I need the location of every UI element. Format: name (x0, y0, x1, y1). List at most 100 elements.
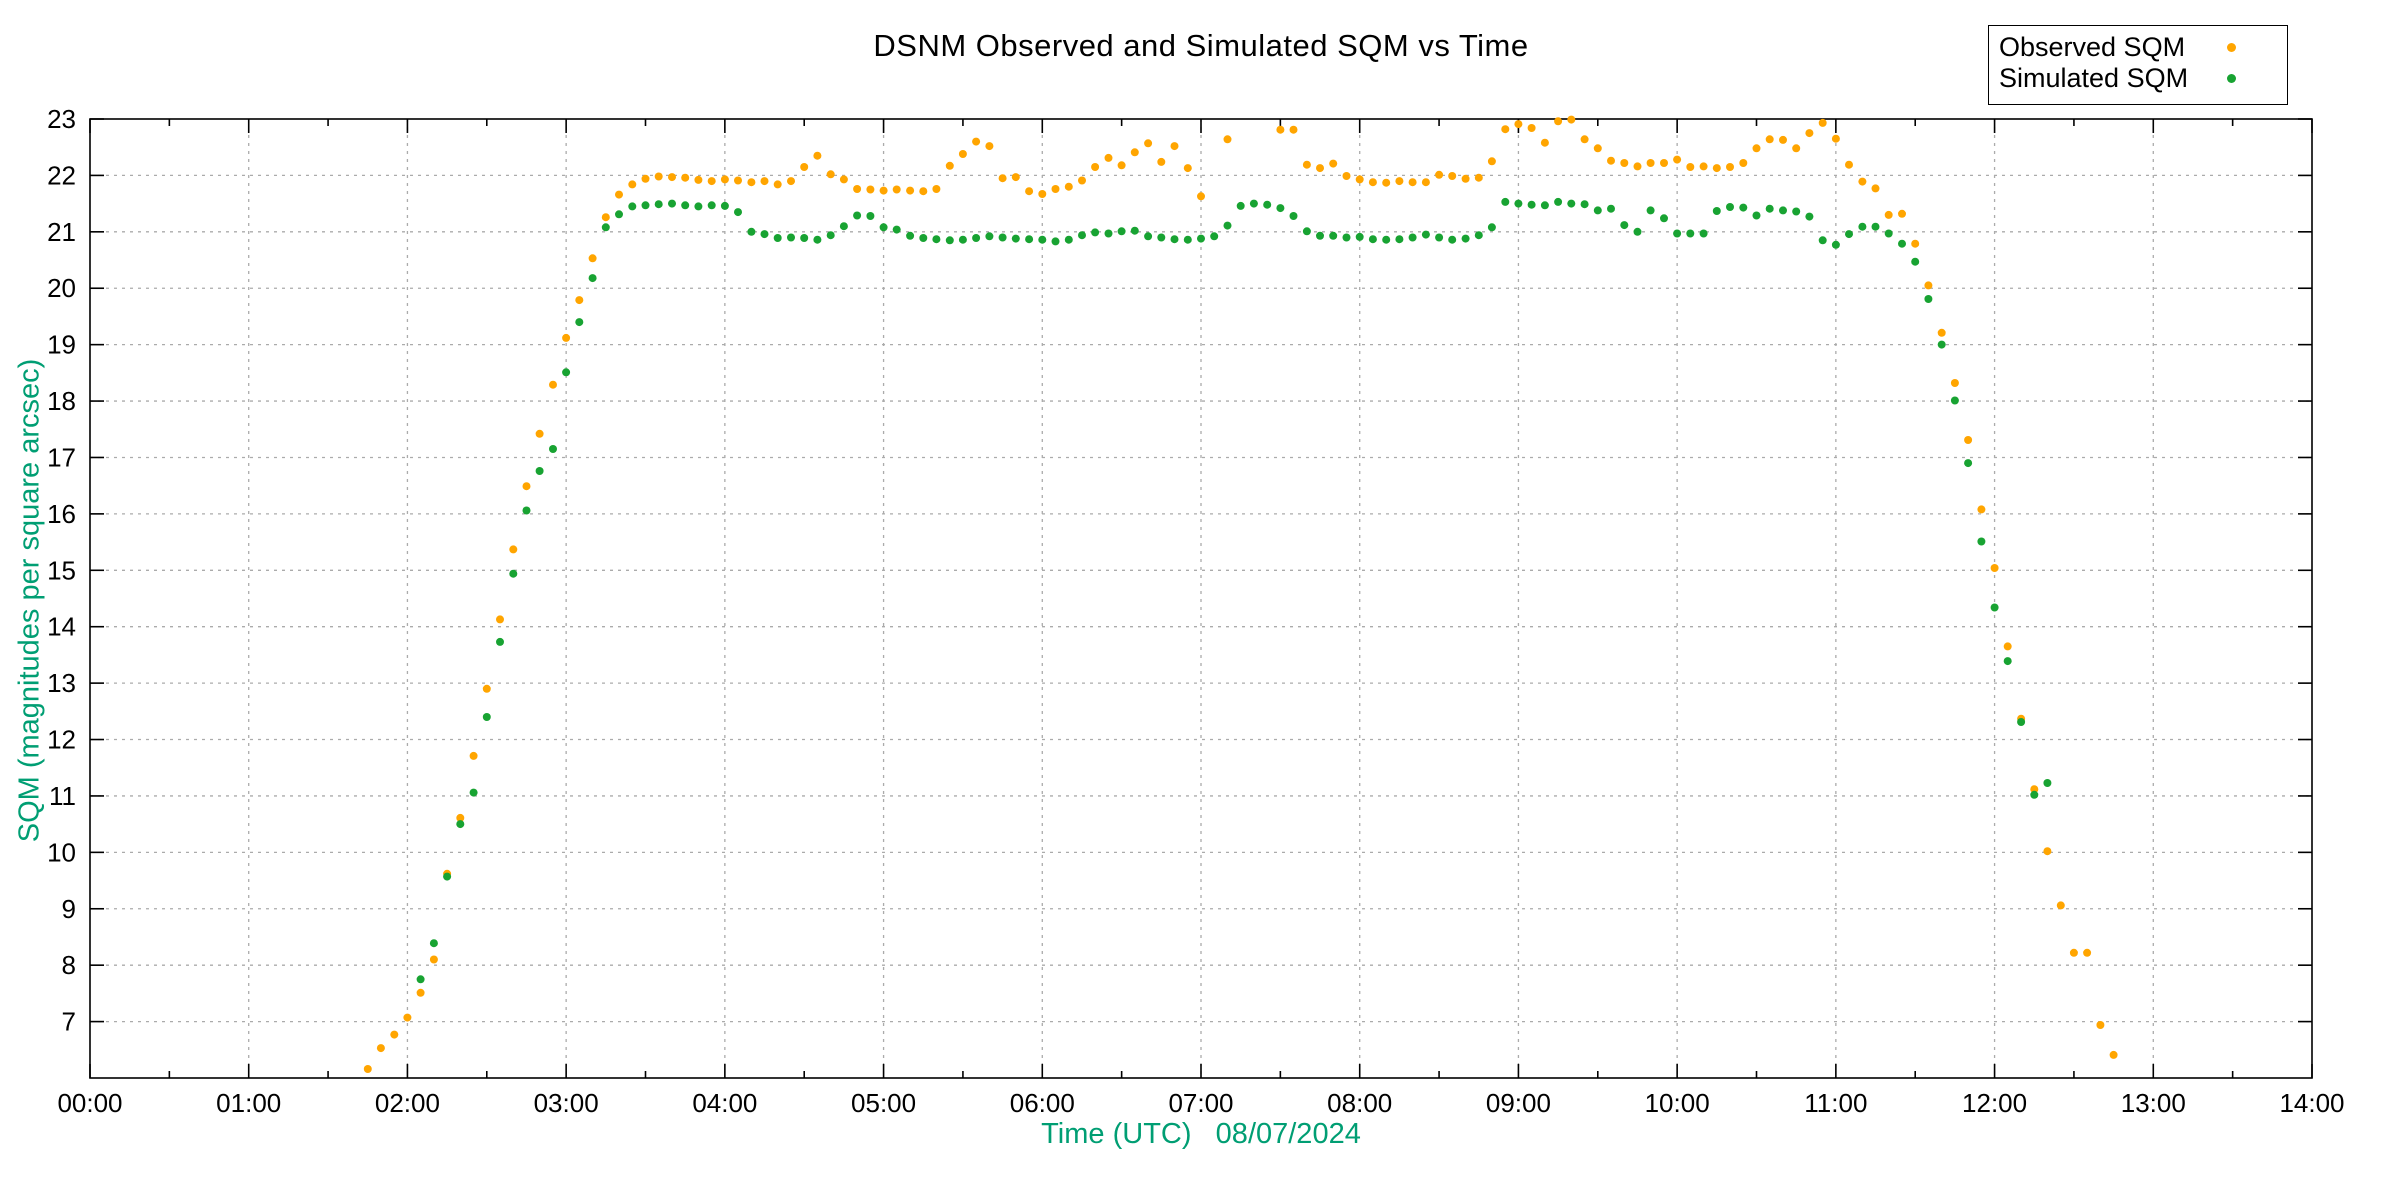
y-tick-label: 11 (49, 781, 76, 811)
observed-point (800, 163, 809, 171)
simulated-point (1130, 226, 1139, 235)
observed-point (535, 429, 544, 438)
observed-point (1884, 210, 1893, 219)
simulated-point (1223, 221, 1232, 230)
observed-point (1858, 177, 1867, 186)
observed-point (496, 615, 504, 624)
y-tick-label: 21 (47, 217, 76, 247)
simulated-point (1408, 233, 1417, 242)
observed-point (720, 175, 729, 184)
simulated-point (1792, 207, 1801, 216)
simulated-point (1540, 201, 1549, 210)
y-tick-label: 7 (62, 1007, 76, 1037)
observed-point (1302, 160, 1311, 169)
simulated-point (1884, 229, 1893, 238)
observed-point (456, 813, 465, 822)
simulated-point (1011, 234, 1020, 243)
observed-point (1924, 281, 1933, 290)
observed-point (1845, 160, 1853, 169)
simulated-point (1144, 232, 1153, 241)
simulated-point (549, 445, 557, 453)
observed-point (1593, 144, 1602, 153)
simulated-point (1210, 232, 1219, 241)
observed-point (1540, 138, 1549, 147)
simulated-point (1673, 229, 1682, 238)
x-tick-label: 14:00 (2279, 1088, 2344, 1118)
simulated-point (1448, 235, 1457, 244)
simulated-point (998, 233, 1007, 242)
simulated-point (1924, 295, 1933, 303)
simulated-point (1104, 229, 1113, 238)
observed-point (694, 175, 703, 184)
simulated-point (575, 318, 584, 327)
observed-point (1448, 172, 1457, 180)
observed-point (760, 177, 769, 186)
simulated-point (1355, 232, 1364, 241)
x-tick-label: 11:00 (1804, 1088, 1867, 1118)
observed-point (1871, 184, 1880, 193)
simulated-point (509, 569, 518, 578)
simulated-point (1025, 235, 1034, 244)
simulated-point (1091, 228, 1100, 237)
y-tick-label: 12 (47, 725, 76, 755)
simulated-point (1818, 236, 1827, 245)
observed-point (747, 178, 756, 187)
observed-point (1289, 125, 1298, 134)
simulated-point (972, 234, 981, 242)
y-tick-label: 10 (47, 837, 76, 867)
observed-point (958, 150, 967, 158)
observed-point (562, 333, 571, 342)
observed-point (1818, 118, 1827, 127)
observed-point (390, 1030, 399, 1039)
simulated-point (1236, 201, 1245, 210)
simulated-point (1038, 235, 1047, 244)
simulated-point (1858, 222, 1867, 231)
observed-point (1765, 135, 1774, 144)
observed-point (615, 190, 623, 199)
y-tick-label: 13 (47, 668, 76, 698)
simulated-point (1779, 206, 1787, 215)
observed-point (985, 142, 994, 151)
simulated-point (839, 222, 848, 231)
simulated-point (1487, 223, 1496, 232)
observed-point (1487, 157, 1496, 166)
observed-point (668, 173, 676, 182)
x-tick-label: 10:00 (1645, 1088, 1710, 1118)
simulated-point (813, 235, 822, 244)
observed-point (1580, 135, 1589, 144)
simulated-point (1435, 233, 1444, 242)
simulated-point (1554, 197, 1563, 206)
y-tick-label: 19 (47, 330, 76, 360)
simulated-point (1977, 537, 1986, 546)
observed-point (654, 172, 663, 181)
observed-point (2056, 901, 2065, 910)
observed-point (1276, 125, 1285, 134)
legend-label-observed: Observed SQM (1999, 32, 2186, 62)
observed-point (932, 185, 941, 193)
observed-point (1831, 134, 1840, 143)
simulated-point (1845, 230, 1853, 239)
simulated-point (1805, 212, 1814, 221)
observed-point (588, 254, 597, 263)
legend-label-simulated: Simulated SQM (1999, 63, 2189, 93)
observed-point (839, 175, 848, 184)
simulated-point (985, 232, 994, 241)
simulated-point (628, 202, 637, 211)
observed-point (1937, 328, 1946, 337)
observed-point (998, 174, 1007, 183)
observed-point (469, 751, 478, 760)
simulated-point (1871, 222, 1880, 231)
simulated-point (747, 227, 756, 236)
y-axis-label: SQM (magnitudes per square arcsec) (13, 358, 46, 843)
observed-point (1130, 148, 1139, 157)
simulated-point (429, 939, 438, 948)
observed-point (1355, 175, 1364, 184)
y-tick-label: 16 (47, 499, 76, 529)
x-tick-label: 02:00 (375, 1088, 440, 1118)
observed-point (813, 151, 822, 160)
observed-point (1501, 125, 1510, 134)
observed-point (575, 296, 584, 305)
simulated-point (945, 236, 954, 245)
simulated-point (1950, 396, 1959, 405)
